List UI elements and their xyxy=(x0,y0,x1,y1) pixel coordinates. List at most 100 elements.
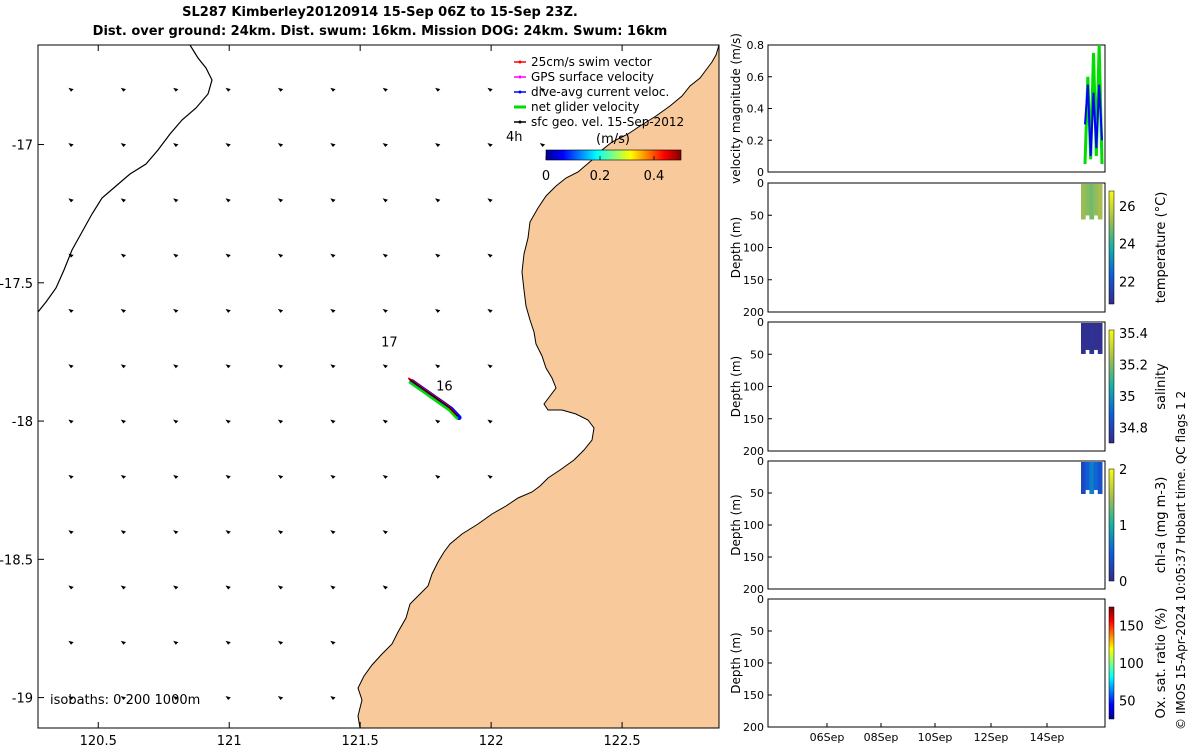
panel-frame xyxy=(767,321,1106,452)
panel-colorbar-label: salinity xyxy=(1154,363,1169,410)
panel-y-tick-label: 0 xyxy=(757,593,764,606)
velocity-arrow xyxy=(330,253,336,258)
panel-y-tick-label: 0 xyxy=(757,455,764,468)
profile-cell xyxy=(1085,462,1090,490)
velocity-arrow xyxy=(330,419,336,424)
panel-colorbar-tick-label: 22 xyxy=(1119,275,1136,290)
map-colorbar-label: (m/s) xyxy=(596,132,630,147)
velocity-arrow xyxy=(68,364,74,369)
velocity-arrow xyxy=(225,253,231,258)
panel-y-tick-label: 50 xyxy=(750,209,764,222)
map-x-tick-label: 120.5 xyxy=(80,734,117,749)
velocity-arrow xyxy=(68,87,74,92)
velocity-arrow xyxy=(330,640,336,645)
velocity-arrow xyxy=(435,308,441,313)
velocity-arrow xyxy=(487,308,493,313)
velocity-arrow xyxy=(225,198,231,203)
profile-cell xyxy=(1085,323,1090,350)
panel-colorbar-tick-label: 35 xyxy=(1119,390,1136,405)
velocity-arrow xyxy=(277,530,284,535)
panel-y-tick-label: 0.6 xyxy=(747,71,765,84)
velocity-arrow xyxy=(330,474,336,479)
panel-y-tick-label: 50 xyxy=(750,487,764,500)
velocity-arrow xyxy=(539,87,546,92)
velocity-arrow xyxy=(173,364,179,369)
velocity-arrow xyxy=(120,87,127,92)
velocity-arrow xyxy=(382,308,388,313)
track-hour-label: 16 xyxy=(436,380,453,395)
panel-y-tick-label: 50 xyxy=(750,348,764,361)
velocity-arrow xyxy=(120,640,127,645)
velocity-arrow xyxy=(120,419,127,424)
velocity-arrow xyxy=(173,308,179,313)
velocity-arrow xyxy=(173,696,179,701)
geo-velocity-track xyxy=(409,379,458,417)
panel-y-tick-label: 150 xyxy=(743,274,764,287)
velocity-arrow xyxy=(487,253,493,258)
velocity-arrow xyxy=(330,143,336,148)
chla-panel: 0 50 100 150 200 Depth (m) 0 1 2 chl-a (mg m-3) xyxy=(729,455,1169,596)
panel-x-tick-label: 14Sep xyxy=(1030,731,1065,744)
velocity-arrow xyxy=(382,364,388,369)
time-series-panels: 0 0.2 0.4 0.6 0.8 velocity magnitude (m/s) 0 50… xyxy=(729,33,1169,744)
legend-swatch-marker xyxy=(518,75,522,79)
velocity-arrow xyxy=(173,87,179,92)
velocity-arrow xyxy=(487,419,493,424)
panel-y-tick-label: 100 xyxy=(743,242,764,255)
velocity-arrow xyxy=(330,308,336,313)
panel-y-tick-label: 0 xyxy=(757,166,764,179)
panel-colorbar xyxy=(1108,190,1115,305)
coastline-northwest xyxy=(38,45,213,313)
panel-y-tick-label: 0 xyxy=(757,316,764,329)
map-colorbar-tick-label: 0 xyxy=(542,169,550,184)
map-x-ticks: 120.5 121 121.5 122 122.5 xyxy=(80,45,641,749)
velocity-arrow xyxy=(68,419,74,424)
velocity-arrow xyxy=(277,640,284,645)
map-colorbar-ticks: 0 0.2 0.4 xyxy=(542,156,664,184)
net-velocity-track xyxy=(408,381,459,420)
panel-y-tick-label: 0.4 xyxy=(747,103,765,116)
velocity-arrow xyxy=(487,198,493,203)
legend-label: dive-avg current veloc. xyxy=(531,85,669,99)
velocity-arrow xyxy=(120,308,127,313)
panel-frame xyxy=(767,182,1106,313)
panel-frame xyxy=(767,44,1106,173)
velocity-arrow xyxy=(173,640,179,645)
velocity-arrow xyxy=(382,530,388,535)
legend-extra-label: 4h xyxy=(506,130,523,145)
velocity-arrow xyxy=(173,198,179,203)
panel-colorbar-label: chl-a (mg m-3) xyxy=(1154,477,1169,574)
velocity-arrow xyxy=(277,143,284,148)
velocity-arrow xyxy=(68,198,74,203)
credit-text: © IMOS 15-Apr-2024 10:05:37 Hobart time.… xyxy=(1174,391,1188,730)
panel-x-tick-label: 06Sep xyxy=(810,731,845,744)
panel-y-tick-label: 200 xyxy=(743,583,764,596)
velocity-arrow xyxy=(487,87,493,92)
profile-cell xyxy=(1081,462,1086,494)
velocity-arrow xyxy=(277,474,284,479)
panel-y-tick-label: 0.2 xyxy=(747,134,765,147)
velocity-arrow xyxy=(225,419,231,424)
legend-label: 25cm/s swim vector xyxy=(531,55,652,69)
panel-y-tick-label: 150 xyxy=(743,689,764,702)
velocity-arrow xyxy=(382,474,388,479)
panel-y-tick-label: 200 xyxy=(743,306,764,319)
velocity-arrow xyxy=(277,253,284,258)
velocity-arrow xyxy=(68,585,74,590)
velocity-panel: 0 0.2 0.4 0.6 0.8 velocity magnitude (m/s) xyxy=(729,33,1106,184)
panel-colorbar-tick-label: 1 xyxy=(1119,519,1127,534)
profile-cell xyxy=(1089,462,1095,494)
velocity-arrow xyxy=(68,143,74,148)
velocity-arrow xyxy=(173,143,179,148)
velocity-arrow xyxy=(173,530,179,535)
panel-y-label: velocity magnitude (m/s) xyxy=(729,33,743,184)
velocity-arrow xyxy=(382,419,388,424)
velocity-arrow xyxy=(225,696,231,701)
panel-y-tick-label: 150 xyxy=(743,413,764,426)
panel-colorbar-label: Ox. sat. ratio (%) xyxy=(1154,608,1169,719)
chart-title-line1: SL287 Kimberley20120914 15-Sep 06Z to 15… xyxy=(182,5,578,20)
velocity-arrow xyxy=(173,419,179,424)
velocity-arrow xyxy=(225,474,231,479)
